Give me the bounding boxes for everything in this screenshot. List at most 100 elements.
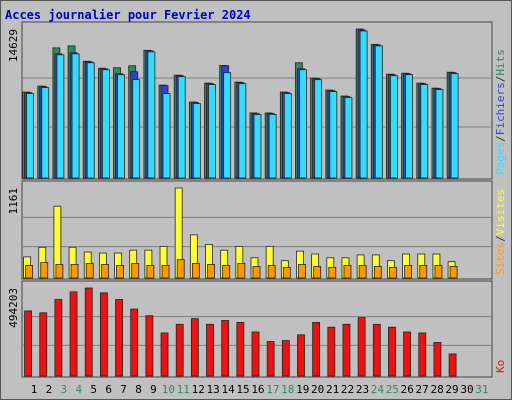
- bar: [448, 353, 457, 377]
- x-tick-label: 15: [236, 383, 249, 396]
- bar: [41, 87, 50, 179]
- legend: Pages/Fichiers/Hits: [494, 49, 507, 175]
- bar: [389, 266, 397, 279]
- x-tick-label: 24: [371, 383, 385, 396]
- bar: [449, 266, 458, 279]
- x-tick-label: 8: [135, 383, 142, 396]
- bar: [357, 317, 366, 377]
- bar: [344, 97, 353, 179]
- bar: [251, 331, 260, 377]
- bar: [40, 262, 49, 279]
- x-tick-label: 23: [356, 383, 369, 396]
- bar: [283, 93, 292, 179]
- legend-entry: Visites: [494, 189, 507, 235]
- bar: [223, 72, 232, 179]
- x-tick-label: 29: [445, 383, 458, 396]
- bar: [390, 75, 398, 179]
- legend: Sites/Visites: [494, 189, 507, 275]
- bar: [374, 45, 383, 179]
- bar: [131, 263, 140, 279]
- bar: [84, 287, 93, 377]
- bar: [252, 266, 261, 279]
- legend-separator: /: [494, 135, 507, 142]
- x-tick-label: 13: [207, 383, 220, 396]
- x-tick-label: 26: [401, 383, 414, 396]
- x-tick-label: 1: [31, 383, 38, 396]
- legend-separator: /: [494, 235, 507, 242]
- bar: [39, 312, 48, 377]
- bar: [299, 69, 307, 179]
- bar: [405, 74, 414, 179]
- bar: [418, 332, 427, 377]
- bar: [162, 93, 171, 179]
- bar: [55, 264, 64, 279]
- bar: [388, 326, 396, 377]
- bar: [434, 265, 443, 279]
- bar: [403, 331, 412, 377]
- bar: [237, 263, 246, 279]
- legend-entry: Sites: [494, 242, 507, 275]
- bar: [177, 76, 186, 179]
- x-tick-label: 9: [150, 383, 157, 396]
- x-tick-label: 18: [281, 383, 294, 396]
- bar: [268, 114, 277, 179]
- bar: [101, 69, 110, 179]
- bar: [56, 54, 65, 179]
- bar: [312, 322, 321, 377]
- bar: [236, 322, 245, 377]
- bar: [404, 265, 413, 279]
- bar: [24, 310, 32, 377]
- bar: [328, 266, 337, 279]
- chart-title: Acces journalier pour Fevrier 2024: [5, 8, 251, 22]
- bar: [281, 340, 290, 377]
- bar: [175, 323, 184, 377]
- x-tick-label: 21: [326, 383, 339, 396]
- y-tick-label: 494203: [7, 288, 20, 328]
- bar: [132, 79, 141, 179]
- bar: [267, 265, 276, 279]
- bar: [342, 323, 351, 377]
- x-tick-label: 20: [311, 383, 324, 396]
- bar: [191, 263, 200, 279]
- bar: [85, 263, 94, 279]
- x-tick-label: 30: [460, 383, 473, 396]
- bar: [372, 323, 381, 377]
- bar: [450, 73, 459, 179]
- bar: [116, 265, 124, 279]
- bar: [435, 89, 444, 179]
- x-tick-label: 17: [266, 383, 279, 396]
- bar: [145, 315, 154, 377]
- x-tick-label: 19: [296, 383, 309, 396]
- bar: [329, 91, 338, 179]
- bar: [190, 318, 199, 377]
- bar: [54, 299, 63, 377]
- x-tick-label: 3: [61, 383, 68, 396]
- bar: [207, 264, 215, 279]
- bar: [160, 332, 169, 377]
- x-tick-label: 7: [120, 383, 127, 396]
- bar: [146, 265, 155, 279]
- bar: [313, 266, 322, 279]
- y-tick-label: 1161: [7, 188, 20, 215]
- legend-entry: Fichiers: [494, 82, 507, 135]
- bar: [433, 342, 442, 377]
- bar: [327, 326, 336, 377]
- bar: [176, 259, 185, 279]
- x-tick-label: 5: [90, 383, 97, 396]
- x-tick-label: 14: [221, 383, 235, 396]
- x-tick-label: 4: [75, 383, 82, 396]
- bar: [297, 334, 305, 377]
- legend-entry: Pages: [494, 142, 507, 175]
- bar: [115, 299, 123, 377]
- bar: [69, 291, 78, 377]
- x-tick-label: 11: [177, 383, 190, 396]
- x-tick-label: 2: [46, 383, 53, 396]
- legend: Ko: [494, 360, 507, 373]
- bar: [192, 103, 201, 179]
- bar: [358, 265, 367, 279]
- x-tick-label: 12: [192, 383, 205, 396]
- bar: [343, 265, 352, 279]
- bar: [99, 292, 108, 377]
- x-tick-label: 16: [251, 383, 264, 396]
